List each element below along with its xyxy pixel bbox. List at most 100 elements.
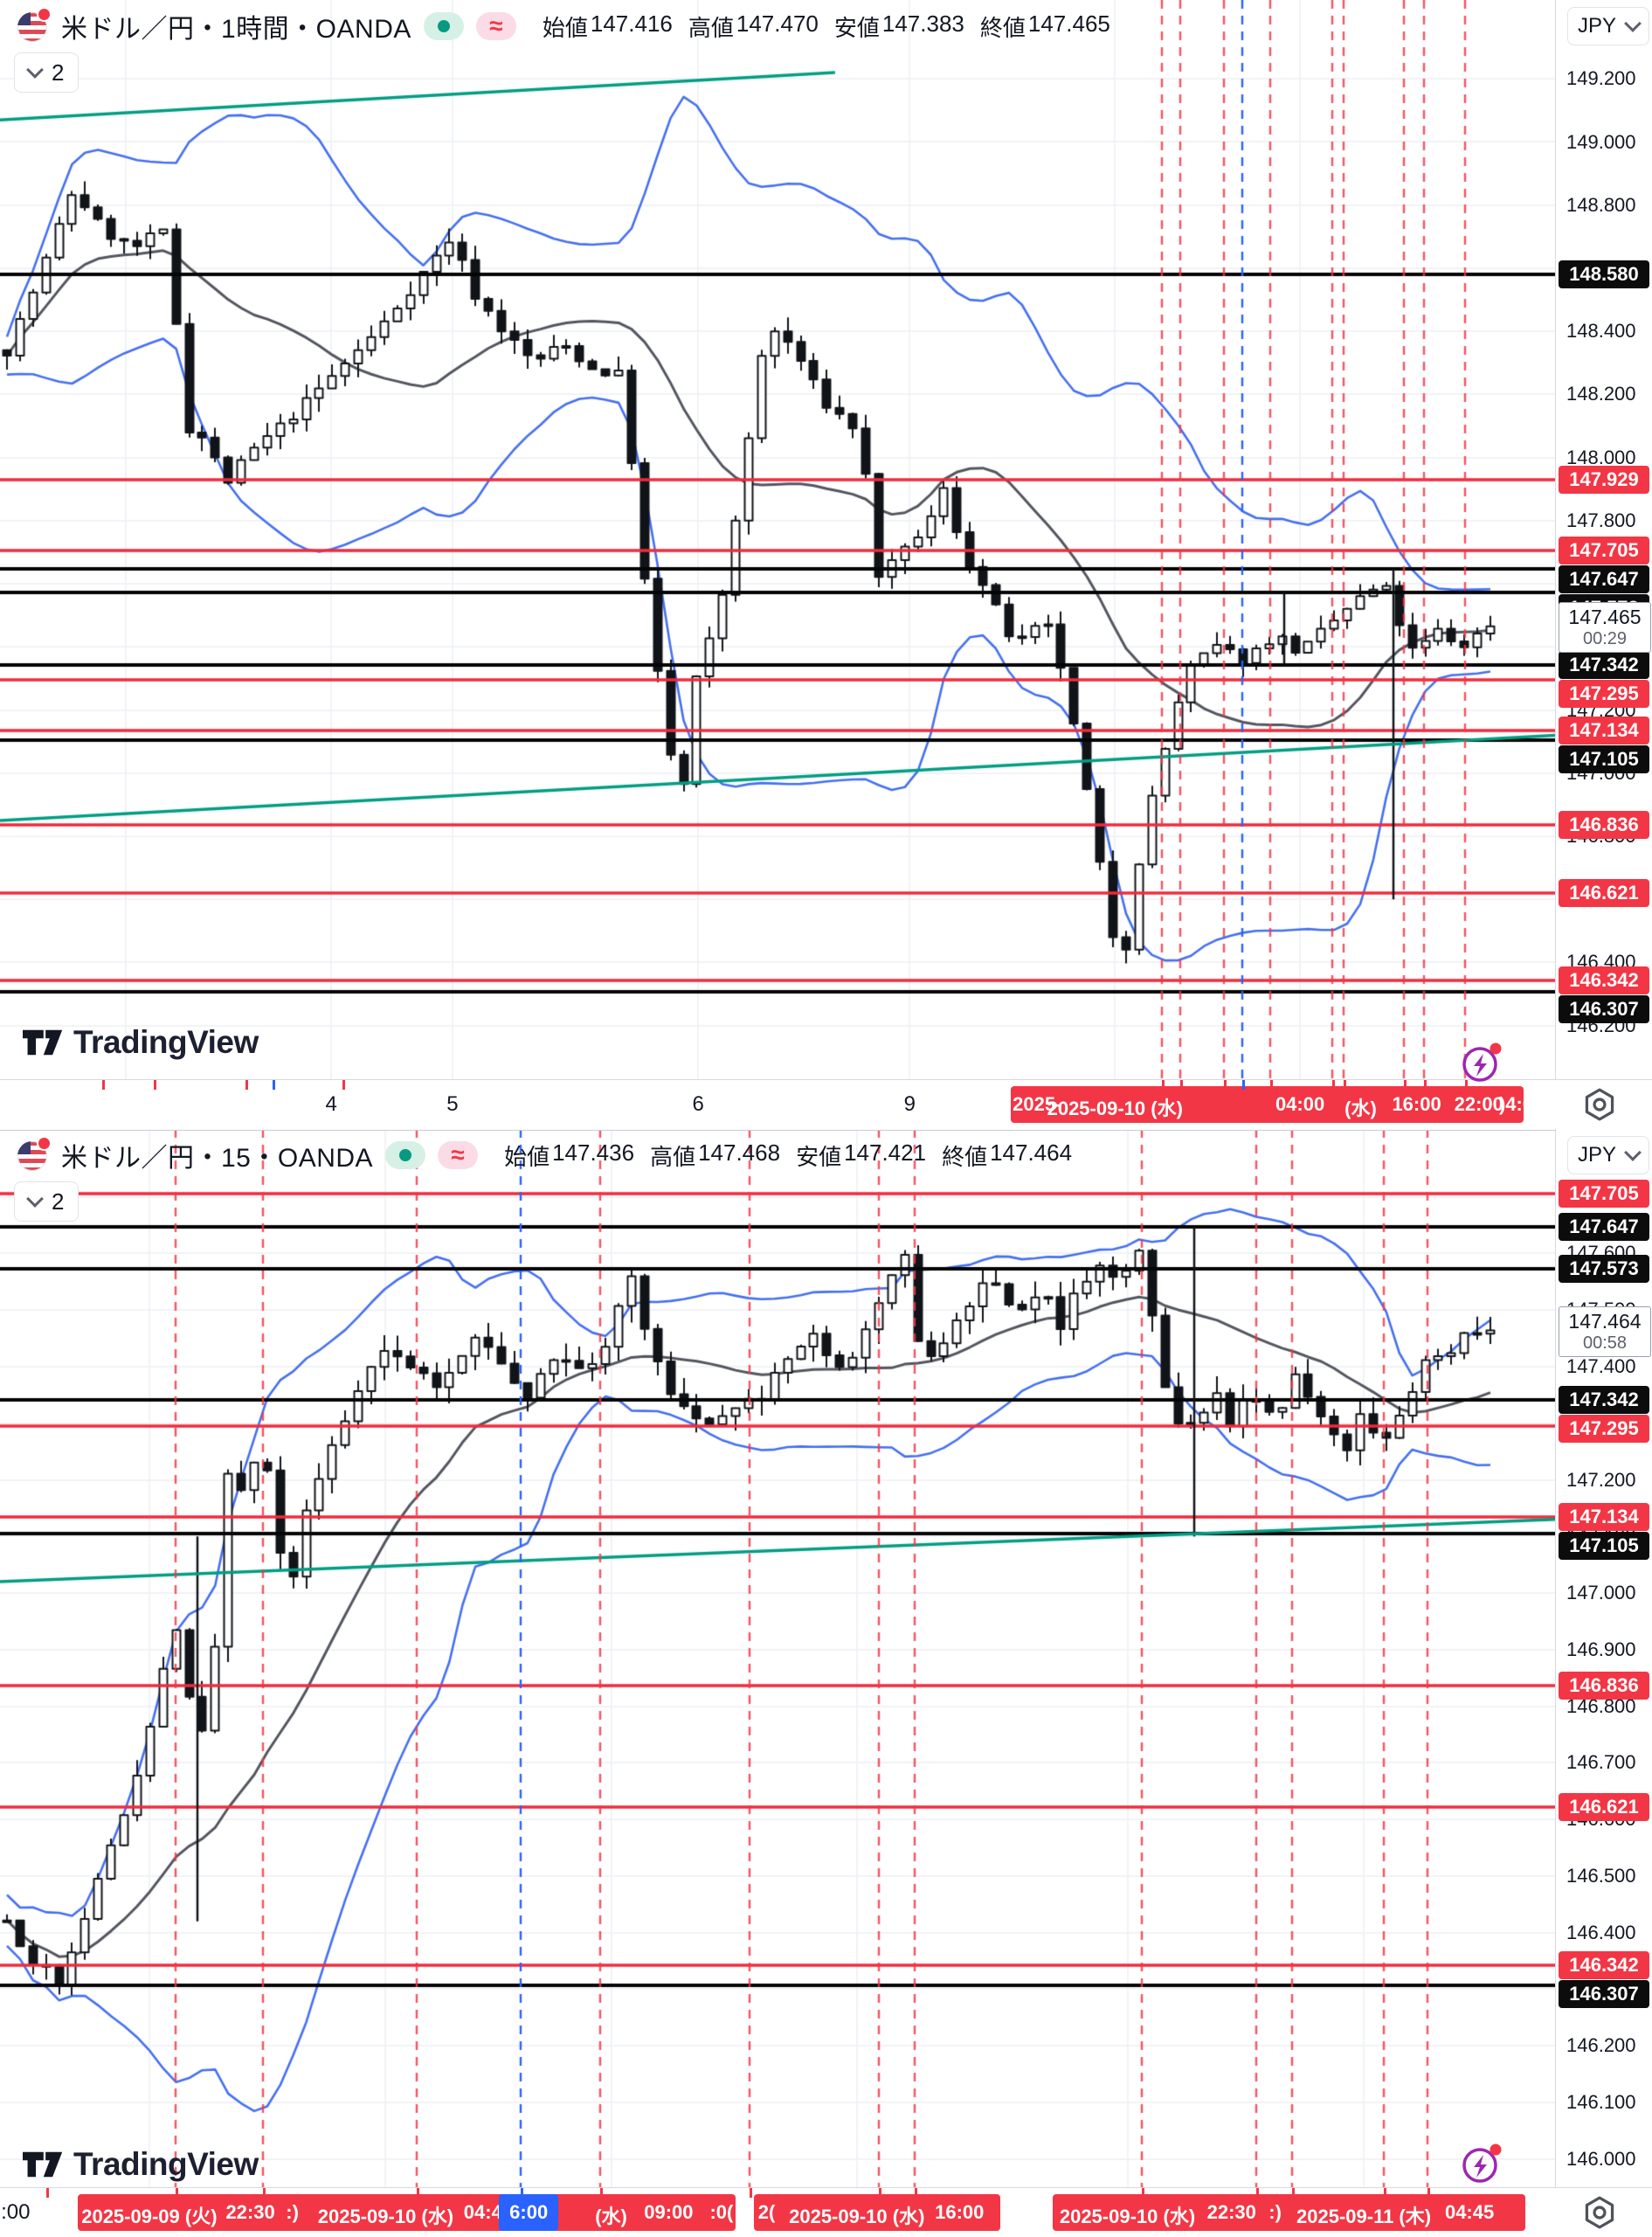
market-status-icon[interactable] [385, 1141, 426, 1169]
green-dot-icon [399, 1149, 412, 1161]
current-price-label: 147.464 00:58 [1559, 1305, 1651, 1357]
time-axis-1h[interactable]: 4 5 6 9 2025- 2025-09-10 (水) 04:00 (水) 16:00 22:0… [0, 1079, 1652, 1131]
time-axis-date-label: 09:00 [644, 2201, 694, 2223]
time-axis-date-label: :) [1268, 2201, 1282, 2223]
symbol-title[interactable]: 米ドル／円・15・OANDA [61, 1144, 374, 1173]
price-level-label: 146.307 [1559, 995, 1649, 1024]
time-axis-date-label: 2025-09-10 (水) [317, 2206, 454, 2227]
magic-ai-icon[interactable] [1457, 1038, 1506, 1087]
symbol-logo-usdjpy[interactable] [17, 7, 52, 42]
red-tick-mark [1464, 1080, 1468, 1090]
price-level-label: 147.573 [1559, 1254, 1649, 1283]
currency-unit-button[interactable]: JPY [1567, 7, 1649, 45]
notification-dot-icon [37, 1136, 52, 1151]
red-tick-mark [1161, 1080, 1165, 1090]
price-level-label: 147.342 [1559, 1385, 1649, 1414]
red-tick-mark [342, 1080, 345, 1090]
red-tick-mark [1343, 1080, 1346, 1090]
price-chart-canvas-1h[interactable] [0, 0, 1555, 1079]
time-axis-date-label: 2( [757, 2201, 776, 2223]
price-tick-label: 147.800 [1566, 509, 1636, 531]
price-level-label: 147.705 [1559, 1180, 1649, 1209]
settings-gear-icon[interactable] [1579, 2192, 1620, 2233]
price-tick-label: 146.100 [1566, 2090, 1636, 2113]
price-level-label: 147.105 [1559, 1532, 1649, 1561]
price-level-label: 146.836 [1559, 1672, 1649, 1700]
notification-dot-icon [37, 7, 52, 22]
chevron-down-icon [26, 1190, 44, 1208]
red-tick-mark [1384, 2188, 1387, 2198]
blue-tick-mark [521, 2188, 524, 2198]
time-axis-15m[interactable]: :00 2025-09-09 (火) 22:30:) 2025-09-10 (水) 04… [0, 2187, 1652, 2237]
time-axis-date-label: 2025-09-11 (木) [1296, 2206, 1432, 2227]
price-scale-15m[interactable]: 147.700147.600147.500147.400147.300147.2… [1555, 1129, 1652, 2187]
time-axis-label: 6 [692, 1092, 704, 1116]
red-tick-mark [600, 2188, 604, 2198]
price-tick-label: 146.700 [1566, 1751, 1636, 1774]
price-level-label: 147.295 [1559, 680, 1649, 709]
red-tick-mark [417, 2188, 420, 2198]
time-axis-date-label: 16:00 [1392, 1093, 1441, 1115]
time-axis-date-label: (水) [595, 2206, 627, 2227]
blue-tick-mark [272, 1080, 275, 1090]
price-scale-1h[interactable]: 149.200149.000148.800148.600148.400148.2… [1555, 0, 1652, 1079]
time-axis-highlight-band [1011, 1086, 1524, 1123]
time-axis-date-label: 2025-09-10 (水) [789, 2206, 925, 2227]
chart-header-15m: 米ドル／円・15・OANDA ≈ 始値 147.436 高値 147.468 安値 1… [17, 1136, 1072, 1174]
tradingview-logo-icon [23, 2151, 63, 2178]
price-level-label: 147.295 [1559, 1414, 1649, 1443]
tradingview-logo[interactable]: TradingView [23, 2146, 259, 2183]
tradingview-logo[interactable]: TradingView [23, 1024, 259, 1061]
time-axis-date-label: 16:00 [935, 2201, 985, 2223]
time-axis-label: 4 [325, 1092, 337, 1116]
time-axis-label: :00 [1, 2200, 31, 2224]
time-axis-label: 5 [446, 1092, 459, 1116]
settings-gear-icon[interactable] [1579, 1084, 1620, 1125]
time-axis-date-label: 2025-09-10 (水) [1047, 1098, 1183, 1119]
time-axis-date-label: 2025-09-10 (水) [1059, 2206, 1196, 2227]
price-tick-label: 148.200 [1566, 383, 1636, 405]
price-tick-label: 146.500 [1566, 1864, 1636, 1887]
ohlc-readout: 始値 147.416 高値 147.470 安値 147.383 終値 147.465 [542, 10, 1110, 41]
red-tick-mark [1292, 2188, 1296, 2198]
approx-data-icon[interactable]: ≈ [475, 12, 516, 40]
indicators-collapse-badge[interactable]: 2 [14, 52, 79, 93]
price-level-label: 146.621 [1559, 1793, 1649, 1822]
red-tick-mark [102, 1080, 106, 1090]
indicators-collapse-badge[interactable]: 2 [14, 1181, 79, 1222]
red-tick-mark [176, 2188, 179, 2198]
price-chart-canvas-15m[interactable] [0, 1129, 1555, 2187]
price-level-label: 147.105 [1559, 745, 1649, 774]
red-tick-mark [1404, 1080, 1407, 1090]
time-axis-date-label: 22:00 [1454, 1093, 1503, 1115]
time-axis-highlight-band [78, 2194, 736, 2231]
price-level-label: 147.134 [1559, 1503, 1649, 1532]
red-tick-mark [1256, 2188, 1260, 2198]
symbol-title[interactable]: 米ドル／円・1時間・OANDA [61, 15, 411, 44]
symbol-logo-usdjpy[interactable] [17, 1136, 52, 1171]
price-tick-label: 147.000 [1566, 1582, 1636, 1604]
red-tick-mark [1424, 1080, 1427, 1090]
chevron-down-icon [1624, 1144, 1642, 1161]
blue-tick-mark [1242, 1080, 1246, 1090]
price-level-label: 146.342 [1559, 1951, 1649, 1980]
time-axis-date-label: 2025- [1013, 1093, 1062, 1115]
time-axis-date-label: (水) [1344, 1098, 1377, 1119]
time-axis-highlight-band [754, 2194, 1000, 2231]
price-level-label: 147.342 [1559, 651, 1649, 680]
price-level-label: 147.929 [1559, 466, 1649, 495]
price-tick-label: 148.000 [1566, 446, 1636, 468]
green-dot-icon [437, 20, 450, 32]
chevron-down-icon [1624, 15, 1642, 32]
red-tick-mark [46, 2188, 50, 2198]
market-status-icon[interactable] [423, 12, 464, 40]
currency-unit-button[interactable]: JPY [1567, 1136, 1649, 1174]
red-tick-mark [245, 1080, 249, 1090]
red-tick-mark [1223, 1080, 1227, 1090]
time-axis-date-label: 04:45 [1444, 2201, 1495, 2223]
approx-data-icon[interactable]: ≈ [438, 1141, 479, 1169]
magic-ai-icon[interactable] [1457, 2139, 1506, 2188]
red-tick-mark [749, 2188, 752, 2198]
tradingview-logo-icon [23, 1029, 63, 1056]
